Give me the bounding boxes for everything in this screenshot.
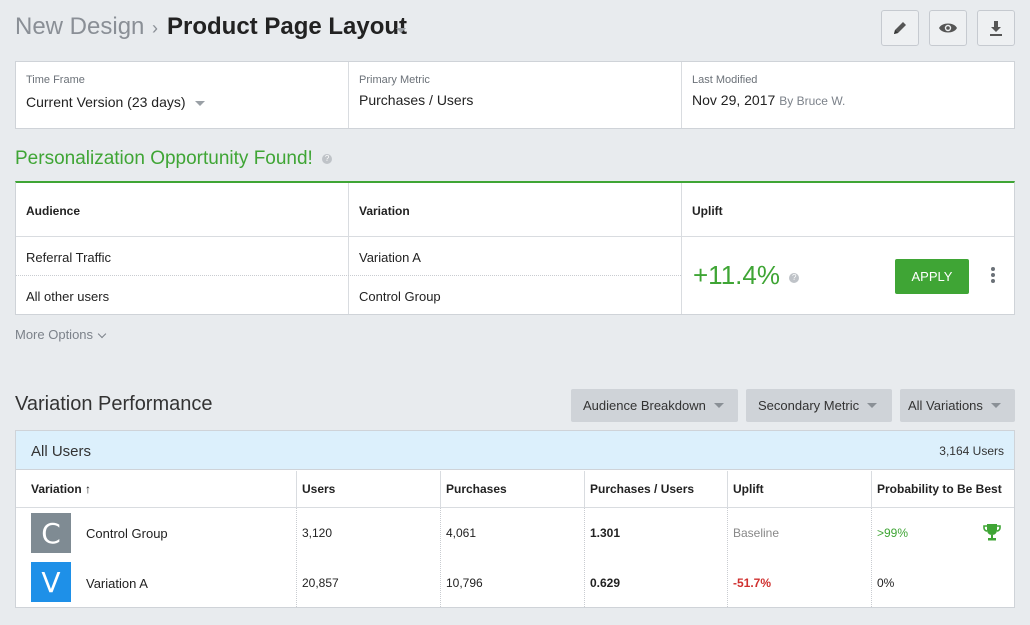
uplift-cell: -51.7% — [733, 576, 772, 590]
breadcrumb-separator: › — [152, 18, 158, 38]
more-actions-icon[interactable] — [990, 267, 996, 287]
audience-header: Audience — [26, 204, 81, 218]
secondary-metric-dropdown[interactable]: Secondary Metric — [746, 389, 892, 422]
segment-banner: All Users 3,164 Users — [16, 431, 1014, 470]
probability-cell: >99% — [877, 526, 909, 540]
audience-cell: All other users — [26, 289, 110, 304]
performance-table: All Users 3,164 Users Variation ↑ Users … — [15, 430, 1015, 608]
more-options-toggle[interactable]: More Options — [15, 327, 107, 342]
time-frame-label: Time Frame — [26, 74, 85, 86]
ratio-cell: 1.301 — [590, 526, 621, 540]
column-divider — [440, 471, 441, 507]
personalization-title: Personalization Opportunity Found! ? — [15, 148, 333, 170]
breadcrumb-root[interactable]: New Design — [15, 13, 145, 40]
column-divider — [584, 508, 585, 607]
all-variations-dropdown[interactable]: All Variations — [900, 389, 1015, 422]
users-column-header[interactable]: Users — [302, 482, 336, 496]
purchases-cell: 10,796 — [446, 576, 483, 590]
chevron-down-icon — [713, 403, 724, 408]
personalization-table: Audience Variation Uplift Referral Traff… — [15, 181, 1015, 315]
variation-name: Variation A — [86, 576, 148, 591]
time-frame-select[interactable]: Current Version (23 days) — [26, 94, 338, 110]
dropdown-label: Secondary Metric — [758, 398, 860, 413]
primary-metric-cell: Primary Metric Purchases / Users — [349, 62, 682, 128]
column-divider — [871, 471, 872, 507]
column-divider — [727, 471, 728, 507]
help-icon[interactable]: ? — [322, 153, 333, 164]
variation-performance-title: Variation Performance — [15, 393, 213, 415]
variation-header: Variation — [359, 204, 410, 218]
variation-avatar: V — [31, 562, 71, 602]
variation-avatar: C — [31, 513, 71, 553]
purchases-column-header[interactable]: Purchases — [446, 482, 507, 496]
edit-button[interactable] — [881, 10, 919, 46]
primary-metric-label: Primary Metric — [359, 74, 430, 86]
last-modified-value: Nov 29, 2017 — [692, 92, 776, 108]
more-options-label: More Options — [15, 327, 94, 342]
users-cell: 3,120 — [302, 526, 333, 540]
download-button[interactable] — [977, 10, 1015, 46]
personalization-title-text: Personalization Opportunity Found! — [15, 148, 313, 169]
column-divider — [296, 471, 297, 507]
apply-button[interactable]: APPLY — [895, 259, 969, 294]
help-icon[interactable]: ? — [789, 273, 800, 283]
ratio-column-header[interactable]: Purchases / Users — [590, 482, 695, 496]
ratio-cell: 0.629 — [590, 576, 621, 590]
uplift-cell: Baseline — [733, 526, 780, 540]
variation-column-header[interactable]: Variation ↑ — [31, 482, 92, 496]
column-divider — [681, 183, 682, 314]
info-card: Time Frame Current Version (23 days) Pri… — [15, 61, 1015, 129]
column-divider — [440, 508, 441, 607]
time-frame-cell[interactable]: Time Frame Current Version (23 days) — [16, 62, 349, 128]
last-modified-cell: Last Modified Nov 29, 2017 By Bruce W. — [682, 62, 1014, 128]
row-divider — [16, 236, 681, 237]
variation-name: Control Group — [86, 526, 168, 541]
purchases-cell: 4,061 — [446, 526, 477, 540]
column-divider — [584, 471, 585, 507]
chevron-down-icon — [867, 403, 878, 408]
uplift-column-header[interactable]: Uplift — [733, 482, 764, 496]
variation-cell: Control Group — [359, 289, 441, 304]
column-divider — [348, 183, 349, 314]
header-divider — [16, 507, 1014, 508]
download-icon — [990, 21, 1002, 36]
chevron-down-icon — [990, 403, 1001, 408]
column-divider — [296, 508, 297, 607]
column-divider — [871, 508, 872, 607]
uplift-value: +11.4% ? — [693, 260, 800, 291]
last-modified-row: Nov 29, 2017 By Bruce W. — [692, 92, 1004, 108]
pencil-icon — [894, 22, 906, 34]
time-frame-value: Current Version (23 days) — [26, 94, 186, 110]
dropdown-label: Audience Breakdown — [583, 398, 706, 413]
uplift-header: Uplift — [692, 204, 723, 218]
probability-cell: 0% — [877, 576, 895, 590]
dropdown-label: All Variations — [908, 398, 983, 413]
preview-button[interactable] — [929, 10, 967, 46]
eye-icon — [939, 23, 957, 33]
column-divider — [727, 508, 728, 607]
row-divider — [681, 236, 1014, 237]
audience-breakdown-dropdown[interactable]: Audience Breakdown — [571, 389, 738, 422]
page-title: Product Page Layout — [167, 13, 408, 40]
chevron-down-icon — [195, 100, 206, 106]
chevron-down-icon — [97, 329, 107, 339]
primary-metric-value: Purchases / Users — [359, 92, 474, 108]
users-cell: 20,857 — [302, 576, 339, 590]
probability-column-header[interactable]: Probability to Be Best — [877, 482, 1002, 496]
audience-cell: Referral Traffic — [26, 250, 112, 265]
last-modified-label: Last Modified — [692, 74, 758, 86]
title-dropdown-caret-icon[interactable] — [396, 28, 406, 33]
row-divider — [16, 275, 681, 276]
segment-count: 3,164 Users — [939, 444, 1004, 458]
uplift-value-text: +11.4% — [693, 260, 780, 290]
last-modified-by: By Bruce W. — [779, 94, 846, 108]
trophy-icon — [983, 524, 1001, 541]
segment-title: All Users — [31, 443, 92, 460]
variation-cell: Variation A — [359, 250, 421, 265]
